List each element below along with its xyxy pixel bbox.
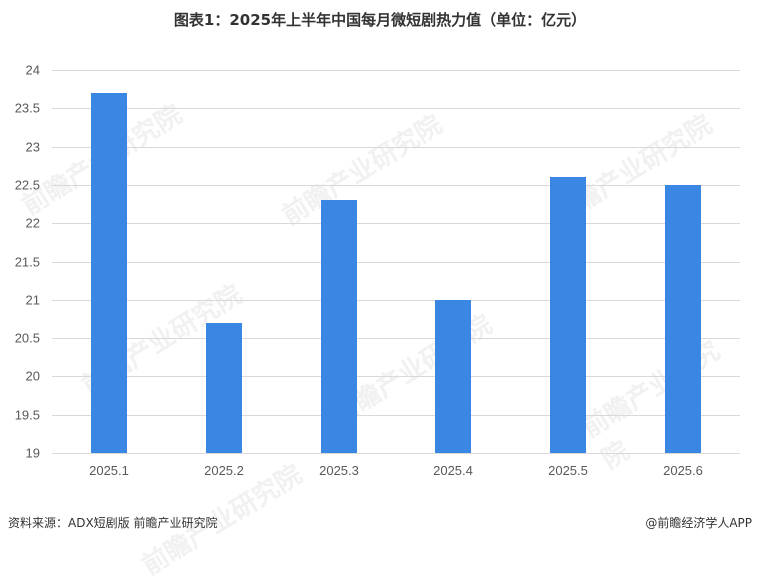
bar-2025.5 <box>550 177 586 453</box>
y-tick-label: 21 <box>25 292 40 308</box>
gridline <box>52 300 740 301</box>
gridline <box>52 376 740 377</box>
y-tick-label: 23 <box>25 139 40 155</box>
y-tick-label: 22 <box>25 215 40 231</box>
x-tick-label: 2025.4 <box>433 463 473 478</box>
x-tick-label: 2025.1 <box>89 463 129 478</box>
gridline <box>52 262 740 263</box>
y-tick-label: 19 <box>25 445 40 461</box>
bar-2025.4 <box>435 300 471 453</box>
gridline <box>52 70 740 71</box>
y-tick-label: 23.5 <box>14 100 40 116</box>
y-tick-label: 19.5 <box>14 407 40 423</box>
gridline <box>52 223 740 224</box>
bar-2025.2 <box>206 323 242 453</box>
x-tick-label: 2025.2 <box>204 463 244 478</box>
gridline <box>52 415 740 416</box>
y-tick-label: 21.5 <box>14 254 40 270</box>
bar-2025.3 <box>321 200 357 453</box>
plot-area: 前瞻产业研究院 前瞻产业研究院 前瞻产业研究院 前瞻产业研究院 前瞻产业研究院 前瞻产业研… <box>14 62 740 582</box>
y-tick-label: 22.5 <box>14 177 40 193</box>
gridline <box>52 108 740 109</box>
y-tick-label: 20.5 <box>14 330 40 346</box>
y-tick-label: 24 <box>25 62 40 78</box>
gridline <box>52 338 740 339</box>
bar-2025.1 <box>91 93 127 453</box>
x-tick-label: 2025.3 <box>319 463 359 478</box>
x-tick-label: 2025.5 <box>548 463 588 478</box>
bar-2025.6 <box>665 185 701 453</box>
source-note: 资料来源：ADX短剧版 前瞻产业研究院 <box>8 516 218 530</box>
watermark: 前瞻产业研究院 <box>277 109 448 232</box>
gridline <box>52 453 740 454</box>
gridline <box>52 185 740 186</box>
gridline <box>52 147 740 148</box>
x-tick-label: 2025.6 <box>663 463 703 478</box>
credit-note: @前瞻经济学人APP <box>645 516 752 530</box>
y-tick-label: 20 <box>25 368 40 384</box>
chart-title: 图表1：2025年上半年中国每月微短剧热力值（单位：亿元） <box>173 11 587 29</box>
